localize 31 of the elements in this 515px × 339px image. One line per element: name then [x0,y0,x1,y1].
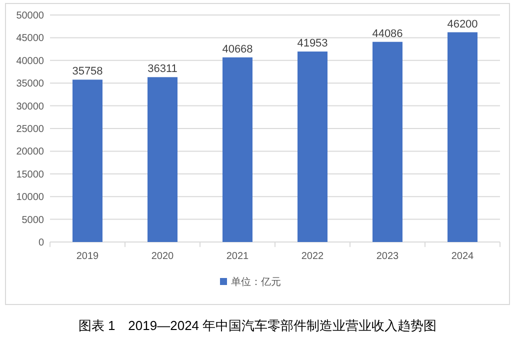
bar [222,57,252,242]
y-tick-label: 5000 [22,214,44,226]
legend-label: 单位：亿元 [231,276,281,288]
bar [148,77,178,242]
y-tick-label: 35000 [16,78,44,90]
y-tick-label: 20000 [16,146,44,158]
y-tick-label: 10000 [16,192,44,204]
bar [298,52,328,242]
y-tick-label: 30000 [16,101,44,112]
data-label: 35758 [72,66,103,78]
x-tick-label: 2022 [301,251,324,262]
y-tick-label: 0 [38,238,44,248]
y-tick-label: 15000 [16,169,44,180]
data-label: 46200 [447,18,478,30]
y-tick-label: 25000 [16,124,44,135]
bar [72,80,102,242]
bar [448,32,478,242]
x-tick-label: 2024 [451,251,474,262]
x-tick-label: 2023 [376,251,400,262]
data-label: 40668 [222,43,253,56]
y-tick-label: 50000 [16,10,44,22]
y-tick-label: 45000 [16,33,44,44]
x-tick-label: 2021 [226,251,250,262]
data-label: 36311 [148,63,178,76]
data-label: 41953 [297,38,328,50]
bar [372,42,402,242]
x-tick-label: 2020 [151,251,174,262]
data-label: 44086 [372,28,403,40]
text: 图表 1 2019—2024 年中国汽车零部件制造业营业收入趋势图 [78,318,437,333]
x-tick-label: 2019 [76,251,100,262]
y-tick-label: 40000 [16,56,44,67]
